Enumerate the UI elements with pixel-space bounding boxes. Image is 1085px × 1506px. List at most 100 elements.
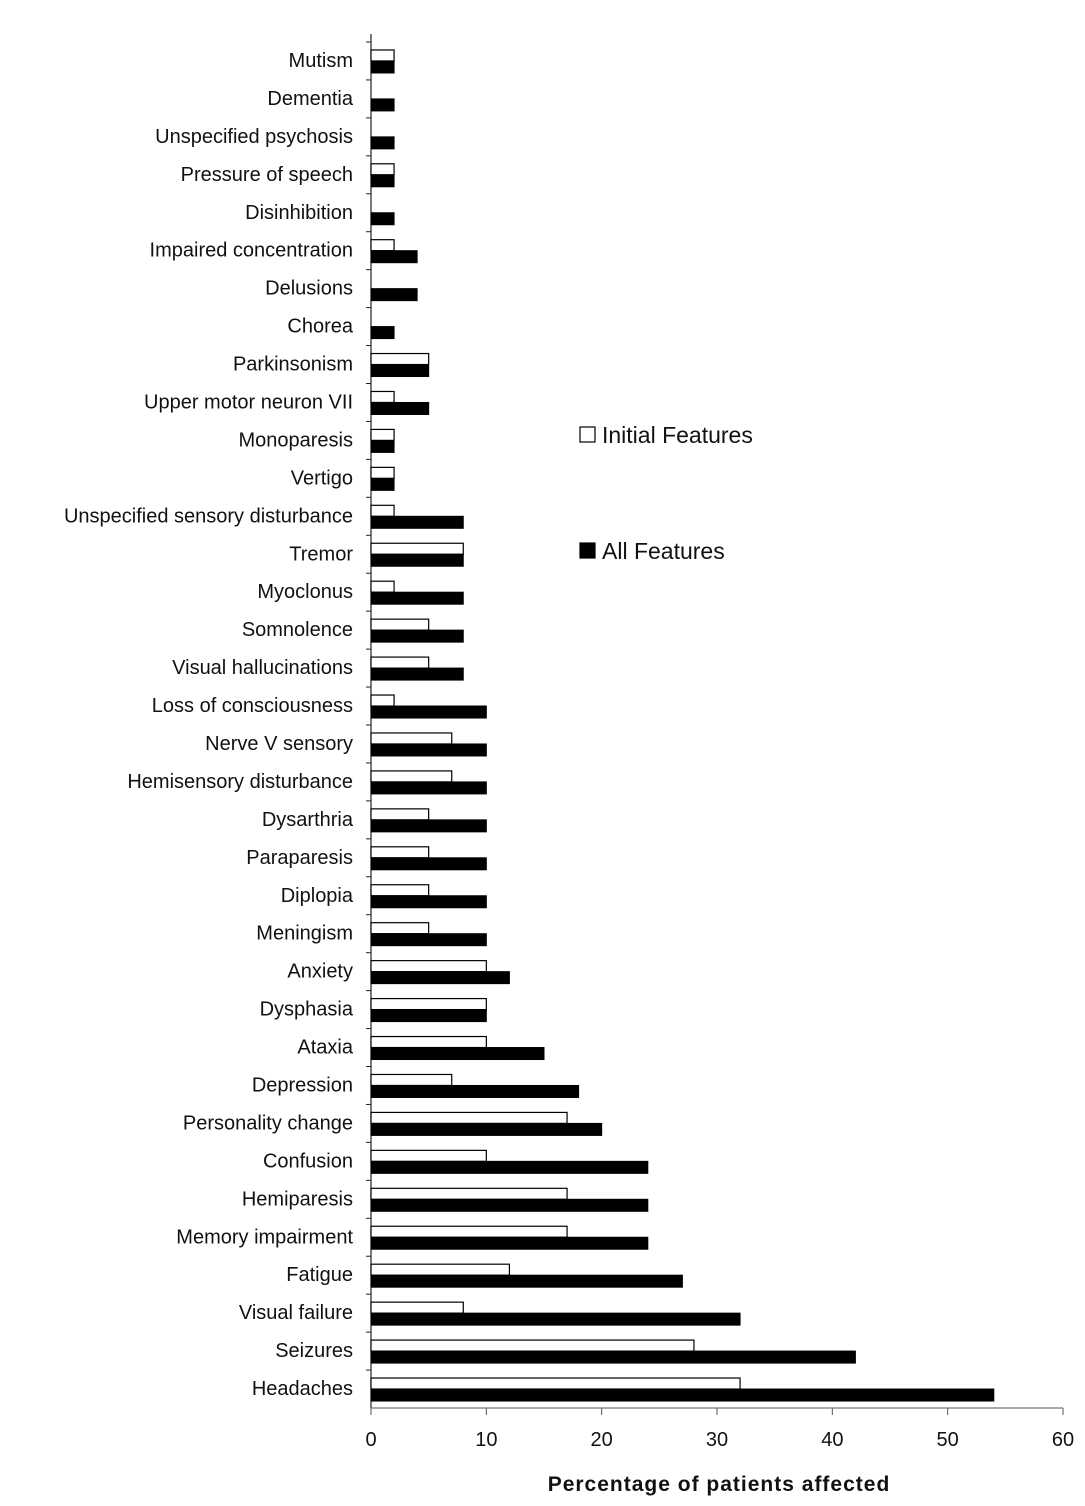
plot-area: 0 10 20 30 40 50 60 Mutism Dementia Unspecified p… <box>64 34 1074 1451</box>
bar-initial-features <box>370 770 453 783</box>
bar-initial-features <box>370 997 487 1011</box>
bar-all-features <box>370 174 395 188</box>
x-tick-label: 0 <box>365 1429 376 1451</box>
bar-all-features <box>370 212 395 226</box>
bar-initial-features <box>370 846 430 859</box>
category-label: Seizures <box>275 1340 353 1362</box>
bar-all-features <box>370 364 430 378</box>
bar-all-features <box>370 857 487 871</box>
bar-all-features <box>370 705 487 719</box>
category-label: Unspecified sensory disturbance <box>64 505 353 527</box>
bar-initial-features <box>370 1263 510 1276</box>
x-tick-label: 60 <box>1052 1429 1074 1451</box>
bar-initial-features <box>370 49 395 62</box>
bar-all-features <box>370 667 464 681</box>
category-label: Personality change <box>183 1112 353 1134</box>
bar-initial-features <box>370 1225 568 1238</box>
bar-initial-features <box>370 922 430 935</box>
bar-initial-features <box>370 580 395 593</box>
bar-initial-features <box>370 732 453 745</box>
category-label: Dysphasia <box>260 999 354 1021</box>
bar-all-features <box>370 136 395 150</box>
category-label: Hemiparesis <box>242 1188 353 1210</box>
chart-container: 0 10 20 30 40 50 60 Mutism Dementia Unspecified p… <box>8 10 1082 1502</box>
bar-all-features <box>370 1312 741 1326</box>
bar-all-features <box>370 326 395 340</box>
category-label: Visual hallucinations <box>172 657 353 679</box>
category-label: Meningism <box>256 923 353 945</box>
category-label: Upper motor neuron VII <box>144 391 353 413</box>
bar-all-features <box>370 60 395 74</box>
bar-initial-features <box>370 1187 568 1200</box>
bar-all-features <box>370 895 487 909</box>
bar-all-features <box>370 591 464 605</box>
bar-all-features <box>370 1236 649 1250</box>
category-label: Monoparesis <box>238 429 353 451</box>
bar-initial-features <box>370 1301 464 1314</box>
bar-initial-features <box>370 390 395 404</box>
bar-all-features <box>370 439 395 453</box>
bar-initial-features <box>370 1339 695 1352</box>
legend-swatch-all-features <box>579 542 596 559</box>
category-label: Ataxia <box>297 1037 353 1059</box>
bar-all-features <box>370 250 418 264</box>
category-label: Paraparesis <box>246 847 353 869</box>
bar-all-features <box>370 1274 683 1288</box>
legend: Initial Features All Features <box>579 422 753 564</box>
category-label: Depression <box>252 1074 353 1096</box>
bar-all-features <box>370 629 464 643</box>
category-label: Visual failure <box>239 1302 353 1324</box>
bar-all-features <box>370 819 487 833</box>
category-label: Diplopia <box>281 885 354 907</box>
bar-all-features <box>370 1009 487 1023</box>
bar-all-features <box>370 933 487 947</box>
bar-all-features <box>370 401 430 415</box>
x-tick-label: 40 <box>821 1429 843 1451</box>
bar-all-features <box>370 1160 649 1174</box>
bar-initial-features <box>370 884 430 897</box>
bar-initial-features <box>370 656 430 669</box>
bar-initial-features <box>370 542 464 555</box>
category-label: Chorea <box>287 316 353 338</box>
bar-initial-features <box>370 1035 487 1049</box>
bar-initial-features <box>370 428 395 442</box>
bar-initial-features <box>370 808 430 821</box>
bar-initial-features <box>370 504 395 517</box>
bar-initial-features <box>370 618 430 631</box>
x-tick-label: 20 <box>591 1429 613 1451</box>
x-axis-title: Percentage of patients affected <box>548 1473 891 1496</box>
legend-label-initial-features: Initial Features <box>602 422 753 448</box>
bar-all-features <box>370 1084 580 1098</box>
category-label: Headaches <box>252 1378 353 1400</box>
category-label: Unspecified psychosis <box>155 126 353 148</box>
bar-initial-features <box>370 1073 453 1087</box>
category-label: Fatigue <box>286 1264 353 1286</box>
bar-initial-features <box>370 466 395 479</box>
bar-all-features <box>370 477 395 491</box>
category-label: Disinhibition <box>245 202 353 224</box>
bar-all-features <box>370 743 487 757</box>
legend-swatch-initial-features <box>579 426 596 443</box>
bar-initial-features <box>370 960 487 973</box>
bar-all-features <box>370 1388 995 1402</box>
bar-all-features <box>370 1350 856 1364</box>
category-label: Dysarthria <box>262 809 354 831</box>
bar-initial-features <box>370 163 395 176</box>
x-tick-label: 30 <box>706 1429 728 1451</box>
category-label: Nerve V sensory <box>205 733 353 755</box>
category-label: Loss of consciousness <box>152 695 353 717</box>
category-label: Impaired concentration <box>150 240 353 262</box>
category-label: Memory impairment <box>176 1226 353 1248</box>
bar-all-features <box>370 1047 545 1061</box>
bar-chart: 0 10 20 30 40 50 60 Mutism Dementia Unspecified p… <box>64 34 1074 1496</box>
bar-all-features <box>370 971 510 985</box>
bar-initial-features <box>370 352 430 366</box>
bar-initial-features <box>370 1149 487 1162</box>
category-label: Hemisensory disturbance <box>127 771 353 793</box>
category-label: Parkinsonism <box>233 354 353 376</box>
category-label: Mutism <box>289 50 353 72</box>
bar-initial-features <box>370 694 395 707</box>
bar-all-features <box>370 515 464 529</box>
bar-all-features <box>370 553 464 567</box>
category-label: Delusions <box>265 278 353 300</box>
